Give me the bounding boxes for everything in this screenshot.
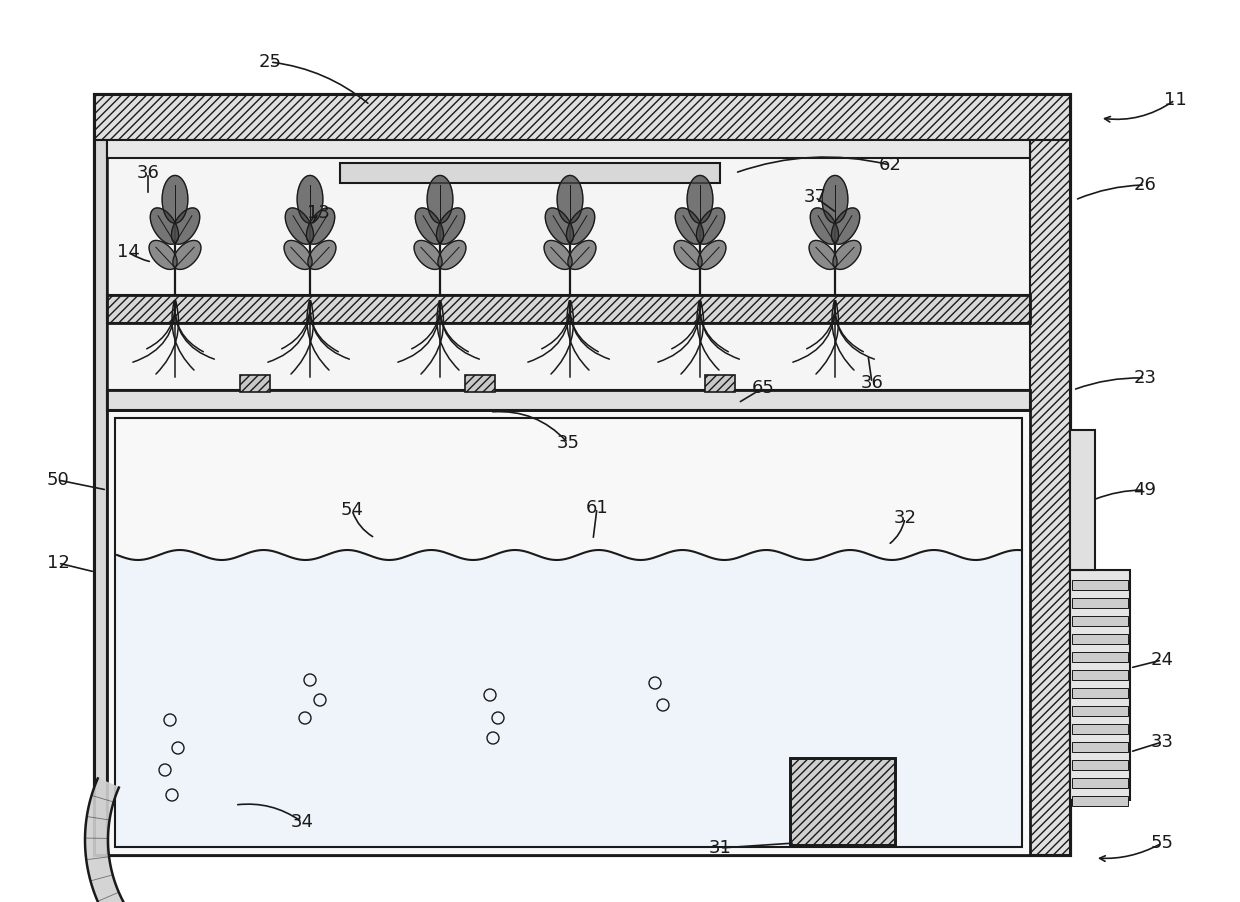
- Bar: [1070, 430, 1095, 570]
- Polygon shape: [415, 208, 444, 244]
- Text: 36: 36: [136, 164, 160, 182]
- Bar: [107, 107, 1058, 843]
- Text: 55: 55: [1151, 834, 1173, 852]
- Bar: [706, 375, 735, 392]
- Bar: [1073, 778, 1128, 788]
- Bar: [1073, 616, 1128, 626]
- Polygon shape: [676, 208, 703, 244]
- Polygon shape: [284, 241, 312, 270]
- Polygon shape: [171, 208, 200, 244]
- Polygon shape: [285, 208, 314, 244]
- Bar: [107, 295, 1030, 323]
- Bar: [1073, 580, 1128, 590]
- Bar: [1073, 706, 1128, 716]
- Text: 50: 50: [47, 471, 69, 489]
- Text: 14: 14: [117, 243, 139, 261]
- Bar: [1073, 724, 1128, 734]
- Bar: [107, 390, 1030, 410]
- Polygon shape: [149, 241, 177, 270]
- Text: 33: 33: [1151, 733, 1173, 751]
- Bar: [241, 375, 270, 392]
- Polygon shape: [822, 176, 848, 223]
- Polygon shape: [427, 176, 453, 223]
- Bar: [340, 163, 720, 183]
- Polygon shape: [697, 208, 724, 244]
- Polygon shape: [557, 176, 583, 223]
- Bar: [1030, 140, 1070, 855]
- Bar: [1073, 634, 1128, 644]
- Bar: [1073, 796, 1128, 806]
- Polygon shape: [308, 241, 336, 270]
- Text: 25: 25: [258, 53, 281, 71]
- Text: 37: 37: [804, 188, 827, 206]
- Bar: [115, 418, 1022, 847]
- Polygon shape: [438, 241, 466, 270]
- Polygon shape: [808, 241, 837, 270]
- Polygon shape: [832, 208, 859, 244]
- Bar: [790, 758, 895, 845]
- Bar: [95, 140, 107, 855]
- Bar: [1073, 670, 1128, 680]
- Polygon shape: [833, 241, 861, 270]
- Text: 54: 54: [341, 501, 363, 519]
- Polygon shape: [544, 241, 572, 270]
- Bar: [1070, 570, 1130, 800]
- Bar: [1073, 742, 1128, 752]
- Polygon shape: [414, 241, 443, 270]
- Text: 61: 61: [585, 499, 609, 517]
- Polygon shape: [436, 208, 465, 244]
- Bar: [107, 390, 1030, 410]
- Polygon shape: [546, 208, 574, 244]
- Text: 12: 12: [47, 554, 69, 572]
- Polygon shape: [86, 778, 254, 902]
- Bar: [790, 758, 895, 845]
- Bar: [1073, 652, 1128, 662]
- Text: 23: 23: [1133, 369, 1157, 387]
- Text: 26: 26: [1133, 176, 1157, 194]
- Text: 11: 11: [1163, 91, 1187, 109]
- Polygon shape: [568, 241, 596, 270]
- Polygon shape: [172, 241, 201, 270]
- Bar: [1073, 688, 1128, 698]
- Bar: [465, 375, 495, 392]
- Text: 65: 65: [751, 379, 775, 397]
- Bar: [95, 95, 1070, 855]
- Text: 34: 34: [290, 813, 314, 831]
- Polygon shape: [687, 176, 713, 223]
- Text: 13: 13: [306, 204, 330, 222]
- Bar: [1073, 598, 1128, 608]
- Polygon shape: [117, 550, 1022, 845]
- Text: 24: 24: [1151, 651, 1173, 669]
- Text: 62: 62: [879, 156, 901, 174]
- Polygon shape: [567, 208, 595, 244]
- Text: 31: 31: [708, 839, 732, 857]
- Polygon shape: [675, 241, 702, 270]
- Text: 35: 35: [557, 434, 579, 452]
- Polygon shape: [298, 176, 322, 223]
- Bar: [1073, 760, 1128, 770]
- Text: 36: 36: [861, 374, 883, 392]
- Bar: [107, 410, 1030, 855]
- Polygon shape: [150, 208, 179, 244]
- Text: 49: 49: [1133, 481, 1157, 499]
- Polygon shape: [698, 241, 725, 270]
- Polygon shape: [306, 208, 335, 244]
- Bar: [107, 140, 1030, 158]
- Polygon shape: [810, 208, 838, 244]
- Bar: [95, 95, 1070, 140]
- Polygon shape: [162, 176, 188, 223]
- Bar: [107, 295, 1030, 323]
- Text: 32: 32: [894, 509, 916, 527]
